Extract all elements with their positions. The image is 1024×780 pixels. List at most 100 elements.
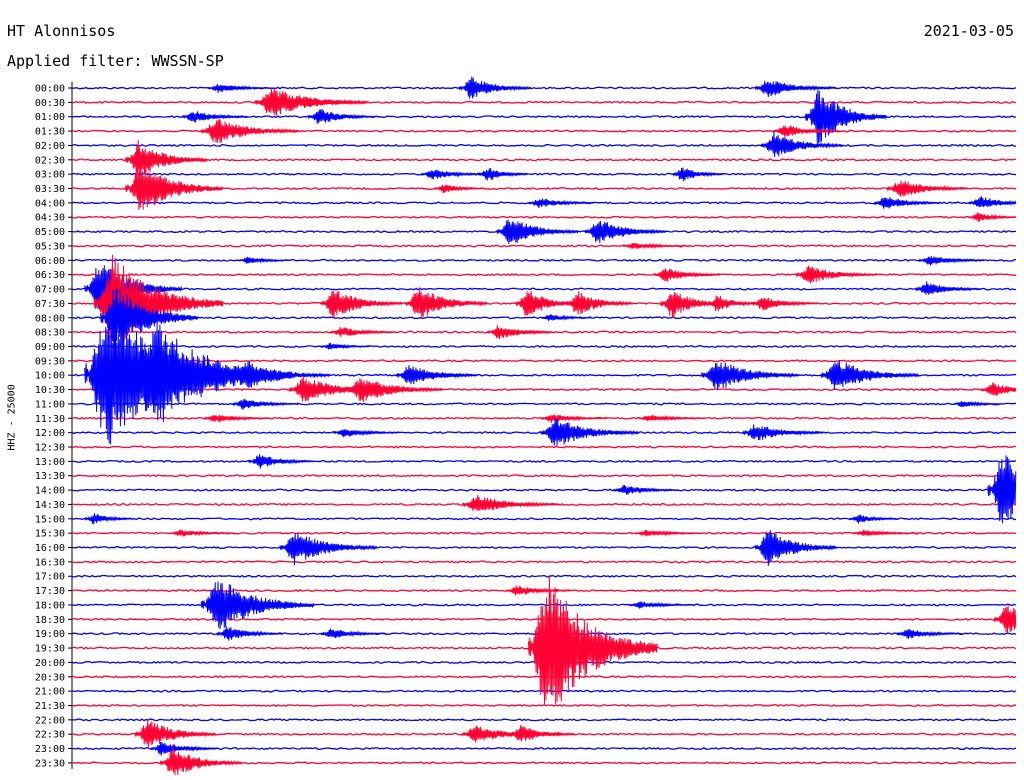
event-trace (395, 365, 478, 385)
trace-line-0930 (71, 359, 1017, 363)
time-label: 05:30 (35, 241, 65, 252)
time-label: 11:00 (35, 399, 65, 410)
event-trace (433, 184, 484, 194)
event-trace (820, 360, 919, 390)
trace-line-0600 (71, 258, 1017, 262)
event-trace (760, 131, 843, 157)
trace-line-0700 (71, 287, 1017, 291)
trace-line-1300 (72, 459, 1017, 463)
event-trace (540, 314, 591, 322)
event-trace (332, 429, 400, 438)
event-trace (968, 212, 1017, 222)
time-label: 19:30 (35, 644, 65, 655)
event-trace (329, 327, 397, 337)
time-label: 03:00 (35, 170, 65, 181)
event-trace (405, 287, 488, 319)
time-label: 13:00 (35, 457, 65, 468)
event-trace (622, 242, 689, 250)
time-label: 11:30 (35, 414, 65, 425)
event-trace (150, 741, 217, 756)
event-trace (125, 139, 208, 176)
time-label: 10:00 (35, 371, 65, 382)
event-trace (795, 265, 878, 284)
trace-line-0330 (71, 186, 1017, 191)
trace-line-2300 (72, 747, 1017, 751)
event-trace (848, 514, 900, 524)
date-label: 2021-03-05 (923, 22, 1014, 40)
time-label: 12:00 (35, 428, 65, 439)
time-label: 14:30 (35, 500, 65, 511)
trace-line-1630 (71, 560, 1017, 564)
trace-line-0530 (71, 244, 1017, 248)
time-label: 19:00 (35, 629, 65, 640)
event-trace (307, 109, 375, 124)
event-trace (298, 98, 365, 107)
time-label: 12:30 (35, 443, 65, 454)
time-label: 08:00 (35, 313, 65, 324)
trace-line-0900 (71, 344, 1017, 349)
time-label: 22:30 (35, 730, 65, 741)
station-title: HT Alonnisos (7, 22, 116, 40)
event-trace (458, 76, 532, 99)
trace-line-2130 (71, 703, 1017, 708)
event-trace (886, 180, 969, 197)
event-trace (701, 362, 800, 391)
time-label: 13:30 (35, 471, 65, 482)
time-labels: 00:00 00:30 01:00 01:30 02:00 02:30 03:00 03:30… (35, 84, 65, 770)
event-trace (628, 601, 696, 609)
event-group (84, 76, 1017, 776)
event-trace (487, 325, 554, 340)
time-label: 00:30 (35, 98, 65, 109)
event-trace (540, 419, 639, 446)
event-trace (125, 168, 224, 211)
event-trace (169, 529, 236, 537)
event-trace (320, 290, 403, 319)
event-trace (741, 424, 824, 441)
event-trace (540, 414, 608, 423)
time-label: 23:30 (35, 758, 65, 769)
trace-line-1700 (71, 574, 1017, 578)
trace-line-1100 (71, 402, 1017, 406)
trace-line-0230 (72, 158, 1017, 162)
trace-line-0300 (71, 172, 1017, 176)
event-trace (232, 398, 299, 410)
event-trace (420, 169, 488, 180)
event-trace (968, 196, 1017, 208)
time-label: 06:00 (35, 256, 65, 267)
time-label: 17:30 (35, 586, 65, 597)
event-trace (754, 530, 837, 566)
time-label: 07:30 (35, 299, 65, 310)
event-trace (612, 484, 680, 495)
event-trace (527, 574, 658, 705)
event-trace (247, 454, 315, 469)
trace-line-0800 (72, 316, 1017, 320)
event-trace (505, 585, 573, 596)
trace-line-1230 (71, 445, 1017, 449)
time-label: 15:30 (35, 529, 65, 540)
event-trace (203, 414, 271, 423)
trace-line-1030 (71, 387, 1017, 392)
event-trace (918, 255, 985, 266)
event-trace (584, 221, 667, 243)
trace-line-1330 (71, 474, 1017, 478)
event-trace (754, 80, 837, 98)
event-trace (565, 291, 633, 315)
time-label: 02:30 (35, 155, 65, 166)
event-trace (638, 414, 705, 422)
trace-line-1400 (71, 488, 1017, 492)
trace-line-1600 (71, 545, 1017, 550)
time-label: 07:00 (35, 285, 65, 296)
event-trace (672, 167, 724, 182)
time-label: 06:30 (35, 270, 65, 281)
trace-line-0430 (71, 215, 1016, 219)
event-trace (320, 342, 371, 350)
filter-label: Applied filter: WWSSN-SP (7, 52, 224, 70)
event-trace (635, 529, 702, 537)
event-trace (477, 168, 529, 181)
event-trace (509, 724, 576, 742)
event-trace (527, 198, 595, 209)
time-label: 23:00 (35, 744, 65, 755)
time-label: 22:00 (35, 715, 65, 726)
event-trace (100, 287, 199, 353)
event-trace (773, 125, 841, 137)
